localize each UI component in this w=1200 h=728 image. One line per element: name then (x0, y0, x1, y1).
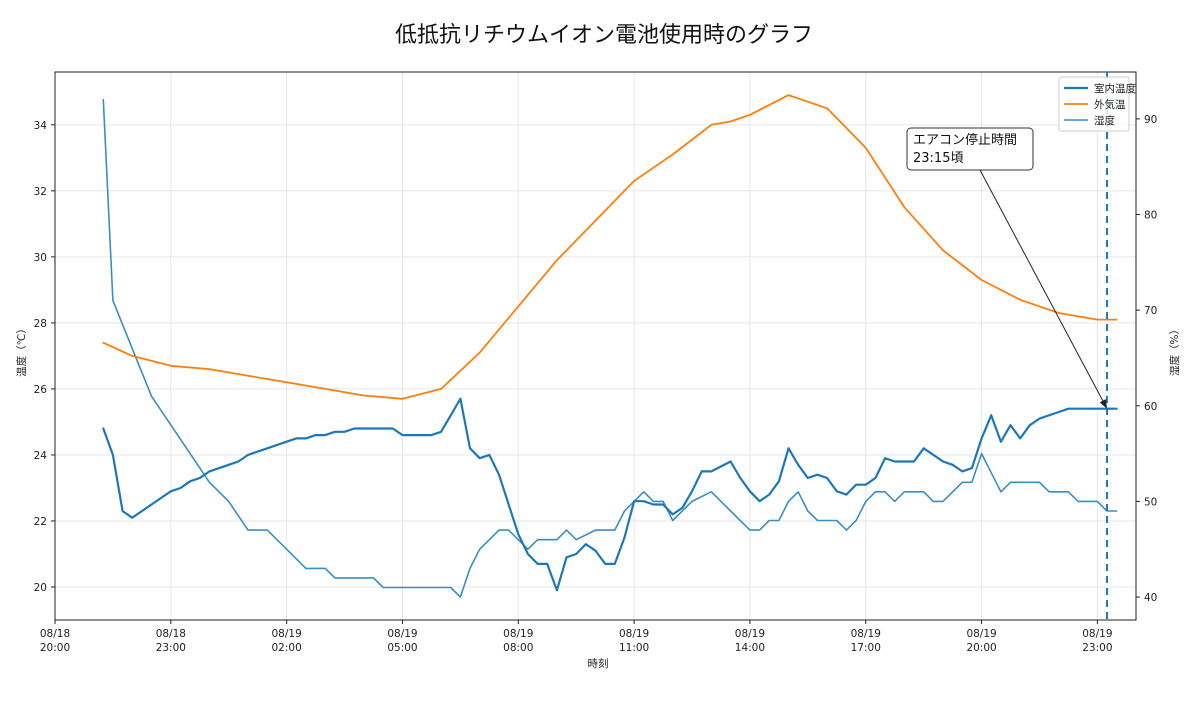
x-tick-label-time: 05:00 (387, 642, 417, 654)
x-axis-label: 時刻 (588, 657, 609, 670)
annotation-text-line1: エアコン停止時間 (913, 132, 1017, 148)
y-tick-label-left: 20 (34, 582, 47, 594)
x-tick-label-time: 17:00 (851, 642, 881, 654)
y-axis-label-left: 温度（℃） (15, 323, 28, 377)
x-tick-label-date: 08/19 (272, 628, 302, 640)
y-tick-label-left: 26 (34, 384, 48, 396)
y-axis-label-right: 湿度（%） (1168, 324, 1181, 376)
y-tick-label-right: 50 (1144, 496, 1157, 508)
legend-label-indoor: 室内温度 (1094, 82, 1136, 95)
chart-title: 低抵抗リチウムイオン電池使用時のグラフ (395, 23, 813, 48)
x-tick-label-date: 08/19 (851, 628, 881, 640)
x-tick-label-date: 08/19 (1082, 628, 1112, 640)
series-line-humidity (102, 98, 1118, 598)
annotation-text-line2: 23:15頃 (913, 151, 963, 166)
series-layer (102, 94, 1118, 598)
x-tick-label-date: 08/19 (387, 628, 417, 640)
legend-label-humidity: 湿度 (1094, 114, 1116, 127)
x-tick-label-time: 23:00 (156, 642, 186, 654)
y-tick-label-right: 90 (1144, 114, 1157, 126)
y-tick-label-right: 40 (1144, 592, 1157, 604)
annotation-box (906, 127, 1034, 171)
y-tick-label-right: 80 (1144, 209, 1157, 221)
y-tick-label-left: 30 (34, 252, 47, 264)
annotation-arrowhead (1099, 399, 1108, 409)
x-tick-label-date: 08/19 (619, 628, 649, 640)
grid (54, 72, 1136, 620)
y-tick-label-right: 60 (1144, 401, 1157, 413)
x-tick-label-time: 23:00 (1082, 642, 1112, 654)
x-tick-label-date: 08/19 (503, 628, 533, 640)
y-tick-label-right: 70 (1144, 305, 1157, 317)
x-tick-label-date: 08/18 (156, 628, 186, 640)
legend-label-outdoor: 外気温 (1094, 98, 1126, 111)
x-tick-label-time: 20:00 (966, 642, 996, 654)
legend: 室内温度 外気温 湿度 (1058, 76, 1136, 132)
x-tick-label-time: 11:00 (619, 642, 649, 654)
series-line-indoor-temp (102, 397, 1118, 592)
y-tick-label-left: 28 (34, 318, 47, 330)
y-tick-label-left: 32 (34, 186, 47, 198)
x-tick-label-date: 08/19 (966, 628, 996, 640)
x-tick-label-time: 14:00 (735, 642, 765, 654)
annotation-arrow (979, 169, 1104, 402)
y-tick-label-left: 24 (34, 450, 48, 462)
ticks-layer: 08/18 20:00 08/18 23:00 08/19 02:00 08/19 05:00… (34, 114, 1158, 654)
x-tick-label-time: 08:00 (503, 642, 533, 654)
y-tick-label-left: 22 (34, 516, 47, 528)
x-tick-label-date: 08/18 (40, 628, 70, 640)
x-tick-label-time: 02:00 (272, 642, 302, 654)
y-tick-label-left: 34 (34, 120, 48, 132)
legend-box (1058, 76, 1130, 132)
x-tick-label-time: 20:00 (40, 642, 70, 654)
annotation: エアコン停止時間 23:15頃 (906, 127, 1108, 409)
plot-frame (54, 71, 1137, 621)
series-line-outdoor-temp (102, 94, 1118, 400)
x-tick-label-date: 08/19 (735, 628, 765, 640)
